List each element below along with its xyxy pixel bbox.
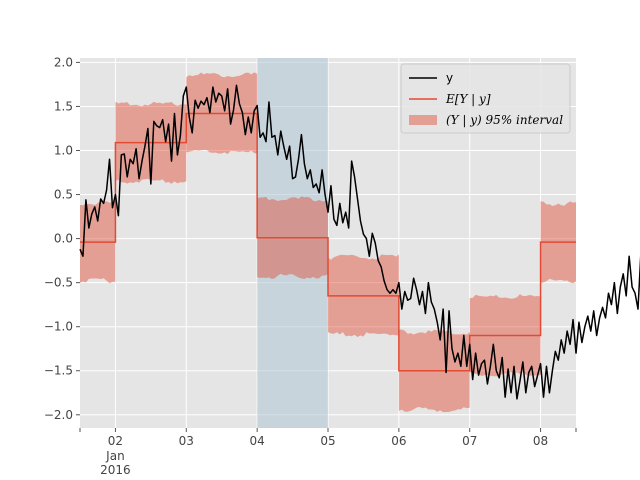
legend-label-interval: (Y | y) 95% interval bbox=[446, 113, 563, 127]
legend: y E[Y | y] (Y | y) 95% interval bbox=[400, 63, 571, 134]
mean-line bbox=[80, 112, 576, 372]
y-series-layer bbox=[79, 84, 640, 400]
x-tick-label: 08 bbox=[533, 434, 548, 448]
x-tick-sublabel: 2016 bbox=[100, 463, 131, 477]
y-tick-label: 1.5 bbox=[54, 99, 73, 113]
x-tick-label: 03 bbox=[179, 434, 194, 448]
legend-box bbox=[400, 63, 571, 134]
y-series-line bbox=[79, 84, 640, 400]
highlight-span bbox=[257, 58, 328, 428]
axes: 2.0 1.5 1.0 0.5 0.0 −0.5 −1.0 −1.5 −2.0 02Jan2016… bbox=[44, 55, 577, 477]
y-tick-label: 0.0 bbox=[54, 232, 73, 246]
y-tick-label: 0.5 bbox=[54, 188, 73, 202]
x-tick-label: 05 bbox=[320, 434, 335, 448]
x-tick-sublabel: Jan bbox=[105, 449, 125, 463]
y-tick-label: −1.0 bbox=[44, 320, 73, 334]
legend-interval-swatch bbox=[409, 115, 437, 125]
y-tick-label: −0.5 bbox=[44, 276, 73, 290]
x-tick-label: 07 bbox=[462, 434, 477, 448]
x-tick-label: 04 bbox=[250, 434, 265, 448]
legend-label-mean: E[Y | y] bbox=[445, 92, 491, 106]
legend-label-y: y bbox=[446, 71, 453, 85]
y-tick-label: −1.5 bbox=[44, 364, 73, 378]
x-tick-label: 06 bbox=[391, 434, 406, 448]
highlight-span-layer bbox=[257, 58, 328, 428]
y-tick-label: 1.0 bbox=[54, 144, 73, 158]
mean-line-layer bbox=[80, 112, 576, 372]
x-tick-label: 02 bbox=[108, 434, 123, 448]
y-tick-label: 2.0 bbox=[54, 55, 73, 69]
y-tick-label: −2.0 bbox=[44, 408, 73, 422]
